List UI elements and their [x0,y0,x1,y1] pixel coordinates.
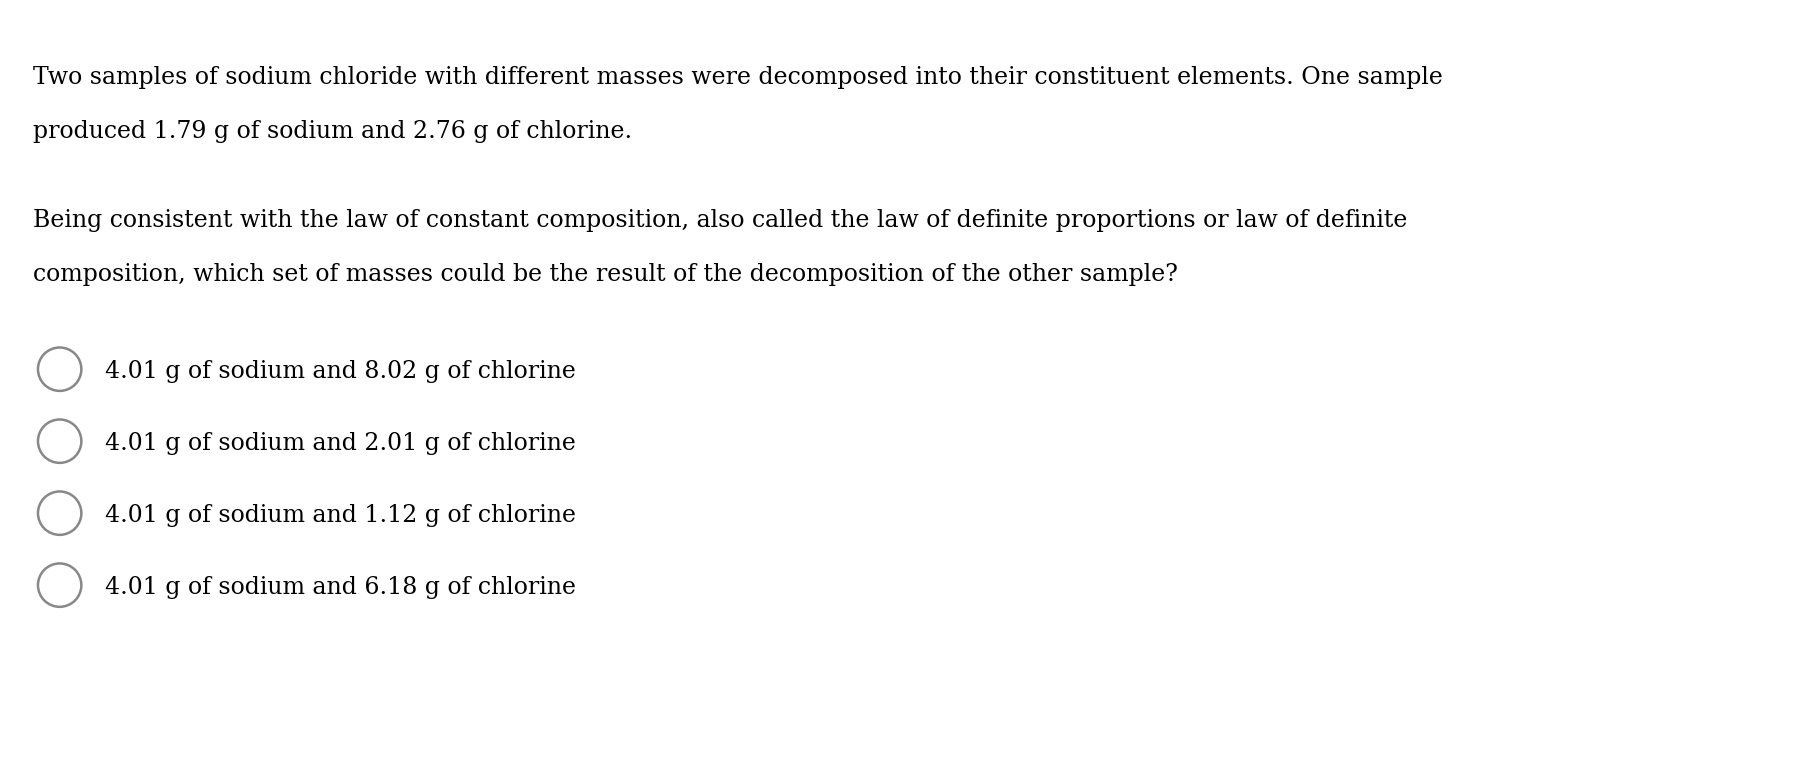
Text: 4.01 g of sodium and 2.01 g of chlorine: 4.01 g of sodium and 2.01 g of chlorine [105,432,575,455]
Text: 4.01 g of sodium and 6.18 g of chlorine: 4.01 g of sodium and 6.18 g of chlorine [105,576,576,599]
Text: composition, which set of masses could be the result of the decomposition of the: composition, which set of masses could b… [33,263,1176,286]
Text: produced 1.79 g of sodium and 2.76 g of chlorine.: produced 1.79 g of sodium and 2.76 g of … [33,120,631,143]
Text: 4.01 g of sodium and 1.12 g of chlorine: 4.01 g of sodium and 1.12 g of chlorine [105,504,576,527]
Text: Being consistent with the law of constant composition, also called the law of de: Being consistent with the law of constan… [33,209,1406,232]
Text: Two samples of sodium chloride with different masses were decomposed into their : Two samples of sodium chloride with diff… [33,66,1442,89]
Text: 4.01 g of sodium and 8.02 g of chlorine: 4.01 g of sodium and 8.02 g of chlorine [105,360,575,383]
